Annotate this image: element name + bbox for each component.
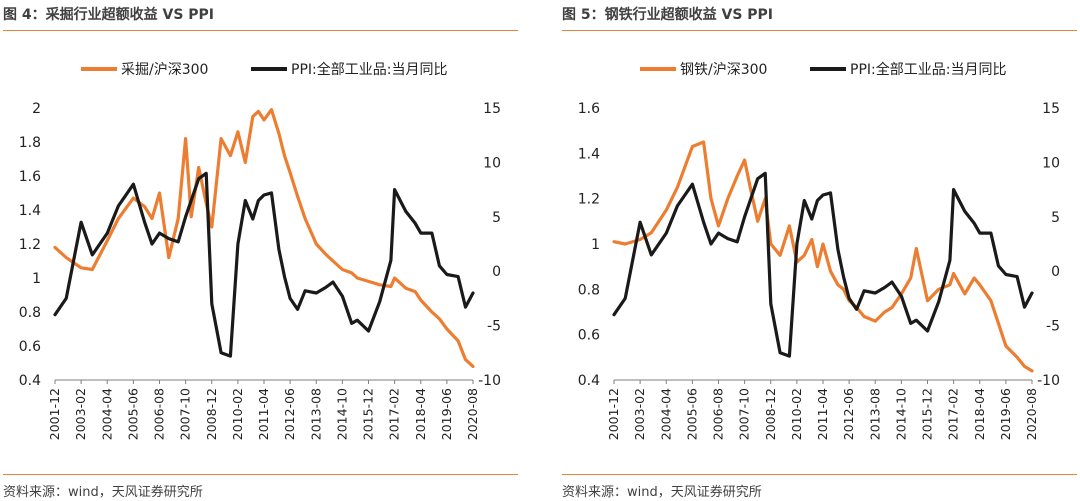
x-tick-label: 2003-02 [73,388,88,440]
x-tick-label: 2013-08 [867,388,882,440]
x-tick-label: 2006-08 [152,388,167,440]
y-right-tick-label: -5 [487,319,501,335]
y-left-tick-label: 1.4 [19,203,41,219]
y-left-tick-label: 1.8 [19,135,41,151]
y-left-tick-label: 1.4 [578,146,600,162]
legend-label: PPI:全部工业品:当月同比 [291,61,447,78]
x-tick-label: 2019-06 [998,388,1013,440]
title-rule [562,30,1077,31]
legend-label: PPI:全部工业品:当月同比 [850,61,1006,78]
x-tick-label: 2011-04 [815,388,830,440]
x-tick-label: 2014-10 [334,388,349,440]
x-tick-label: 2005-06 [684,388,699,440]
x-tick-label: 2010-02 [230,388,245,440]
source-note: 资料来源：wind，天风证券研究所 [562,485,762,500]
y-left-tick-label: 1.2 [578,192,600,208]
x-tick-label: 2011-04 [256,388,271,440]
series-line [53,108,475,368]
x-tick-label: 2004-04 [99,388,114,440]
y-right-tick-label: -10 [478,373,501,389]
x-tick-label: 2018-04 [413,388,428,440]
x-tick-label: 2001-12 [606,388,621,440]
y-right-tick-label: 15 [483,101,501,117]
y-left-tick-label: 0.4 [578,373,600,389]
x-tick-label: 2014-10 [893,388,908,440]
x-tick-label: 2005-06 [125,388,140,440]
x-tick-label: 2001-12 [47,388,62,440]
y-left-tick-label: 0.8 [578,282,600,298]
footer-rule [562,474,1077,475]
series-line [53,171,475,358]
y-right-tick-label: 0 [1051,264,1060,280]
x-tick-label: 2004-04 [658,388,673,440]
y-right-tick-label: 10 [483,155,501,171]
y-left-tick-label: 0.8 [19,305,41,321]
y-right-tick-label: 5 [492,210,501,226]
x-tick-label: 2007-10 [737,388,752,440]
y-right-tick-label: 0 [492,264,501,280]
x-tick-label: 2008-12 [204,388,219,440]
y-right-tick-label: -5 [1046,319,1060,335]
x-tick-label: 2013-08 [308,388,323,440]
y-left-tick-label: 1.2 [19,237,41,253]
x-tick-label: 2015-12 [920,388,935,440]
y-left-tick-label: 2 [32,101,41,117]
title-rule [3,30,518,31]
figure-title: 图 5：钢铁行业超额收益 VS PPI [562,7,774,23]
x-tick-label: 2017-02 [946,388,961,440]
legend-label: 钢铁/沪深300 [680,62,767,78]
x-tick-label: 2010-02 [789,388,804,440]
series-line [612,140,1034,373]
series-line [612,171,1034,358]
x-tick-label: 2015-12 [361,388,376,440]
x-tick-label: 2012-06 [282,388,297,440]
y-left-tick-label: 1.6 [578,101,600,117]
y-left-tick-label: 0.6 [578,328,600,344]
y-right-tick-label: 15 [1042,101,1060,117]
x-tick-label: 2008-12 [763,388,778,440]
footer-rule [3,474,518,475]
chart-panel-steel: 图 5：钢铁行业超额收益 VS PPI 钢铁/沪深300 PPI:全部工业品:当月… [562,0,1080,501]
x-tick-label: 2020-08 [465,388,480,440]
x-tick-label: 2018-04 [972,388,987,440]
x-tick-label: 2003-02 [632,388,647,440]
y-left-tick-label: 1.6 [19,169,41,185]
x-tick-label: 2006-08 [711,388,726,440]
x-tick-label: 2019-06 [439,388,454,440]
x-tick-label: 2020-08 [1024,388,1039,440]
x-tick-label: 2007-10 [178,388,193,440]
chart-panel-mining: 图 4：采掘行业超额收益 VS PPI 采掘/沪深300 PPI:全部工业品:当月… [3,0,523,501]
figure-title: 图 4：采掘行业超额收益 VS PPI [3,7,215,23]
source-note: 资料来源：wind，天风证券研究所 [3,485,203,500]
legend-label: 采掘/沪深300 [121,62,208,78]
y-right-tick-label: -10 [1037,373,1060,389]
y-right-tick-label: 5 [1051,210,1060,226]
y-left-tick-label: 1 [32,271,41,287]
x-tick-label: 2012-06 [841,388,856,440]
x-tick-label: 2017-02 [387,388,402,440]
y-left-tick-label: 0.4 [19,373,41,389]
line-chart-mining: 采掘/沪深300 PPI:全部工业品:当月同比 0.4 0.6 0.8 1 1.2 1.4 1.… [19,61,501,440]
y-right-tick-label: 10 [1042,155,1060,171]
line-chart-steel: 钢铁/沪深300 PPI:全部工业品:当月同比 0.4 0.6 0.8 1 1.2 1.4 1.… [578,61,1060,440]
y-left-tick-label: 0.6 [19,339,41,355]
y-left-tick-label: 1 [591,237,600,253]
